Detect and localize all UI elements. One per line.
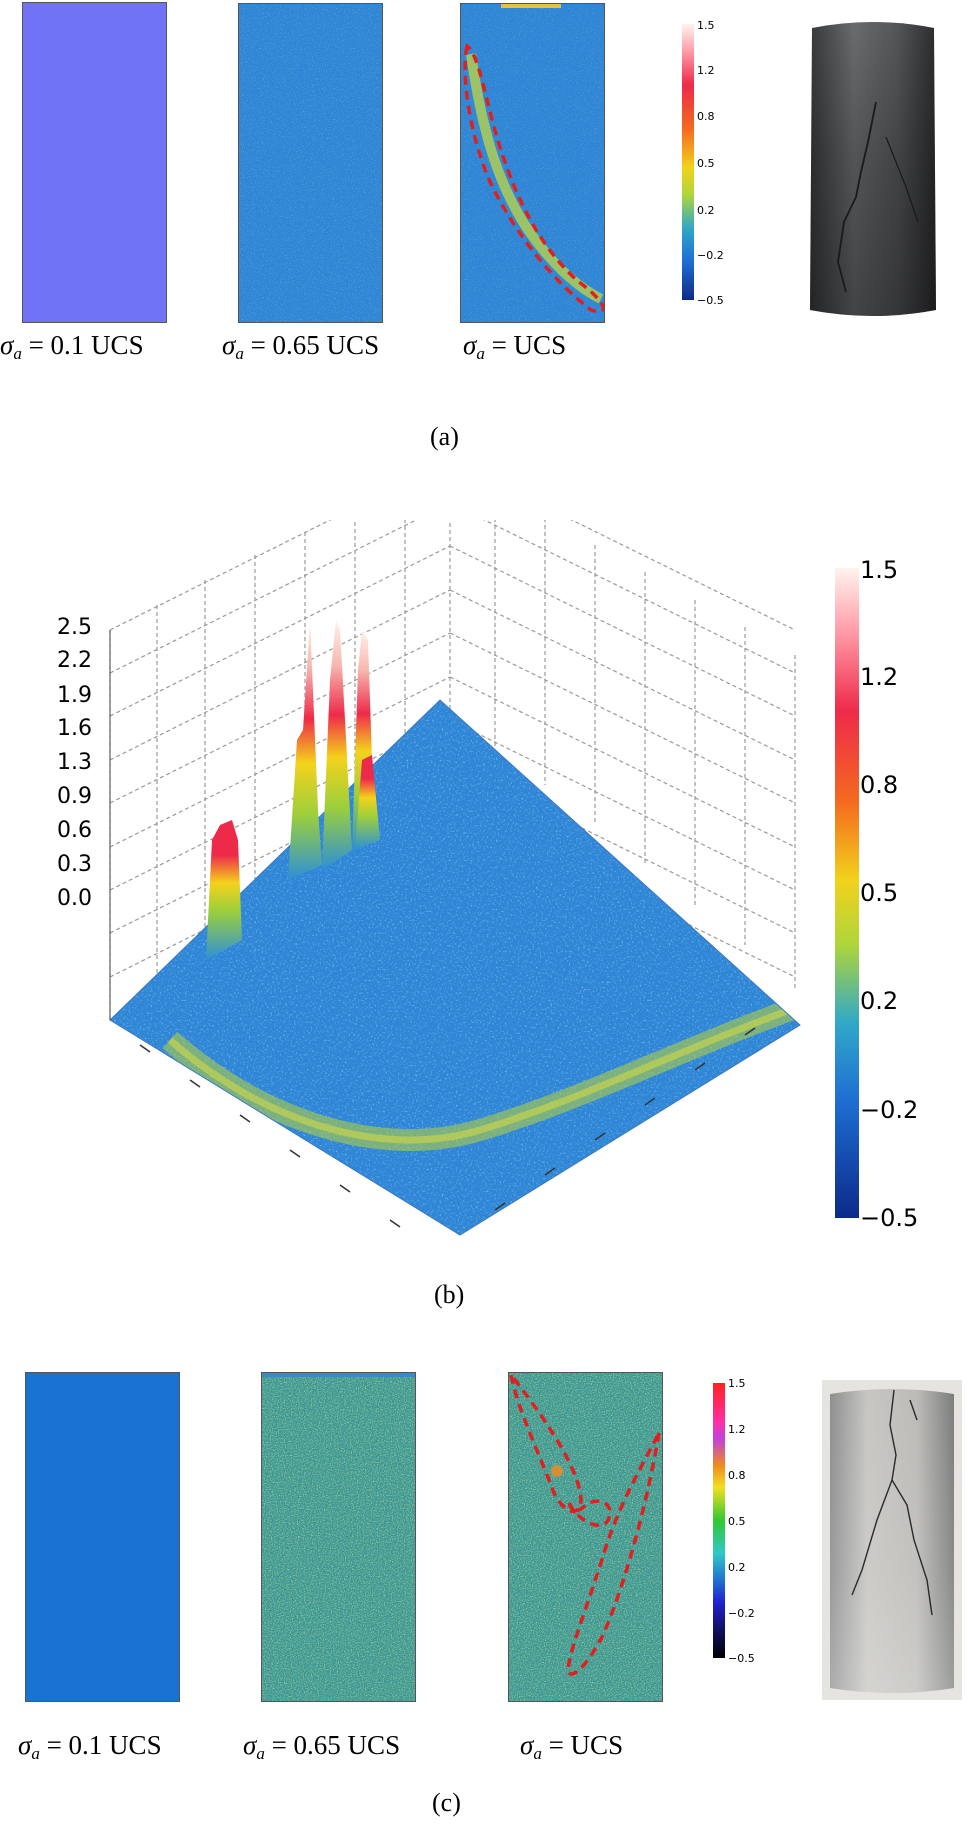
- z-tick: 1.9: [57, 683, 92, 708]
- surface-plot-3d: [109, 520, 801, 1236]
- specimen-photo-a: [806, 22, 940, 322]
- strain-map-a-ucs-field: [461, 4, 604, 322]
- colorbar-b-tick: −0.2: [860, 1096, 919, 1124]
- load-label-c-1: σa = 0.1 UCS: [18, 1730, 162, 1763]
- colorbar-a-tick: −0.5: [697, 294, 724, 307]
- strain-map-a-ucs: [460, 3, 605, 323]
- z-tick: 0.9: [57, 784, 92, 809]
- colorbar-b-tick: 0.5: [860, 879, 899, 907]
- colorbar-c-tick: 0.8: [728, 1469, 746, 1482]
- surface: [110, 700, 800, 1235]
- colorbar-c: [713, 1383, 725, 1658]
- strain-map-a-0.1ucs: [22, 2, 167, 323]
- colorbar-b-tick: 0.8: [860, 771, 899, 799]
- strain-map-c-0.65ucs-field: [262, 1373, 415, 1701]
- colorbar-c-tick: 0.5: [728, 1515, 746, 1528]
- z-tick: 0.3: [57, 852, 92, 877]
- colorbar-a-tick: 0.5: [697, 157, 715, 170]
- load-label-c-2: σa = 0.65 UCS: [243, 1730, 401, 1763]
- caption-c: (c): [432, 1788, 461, 1817]
- caption-a: (a): [430, 422, 459, 451]
- x-axis-ticks: [139, 1027, 756, 1228]
- strain-map-c-ucs: [508, 1372, 663, 1702]
- load-label-a-1: σa = 0.1 UCS: [0, 330, 144, 363]
- colorbar-c-tick: 0.2: [728, 1561, 746, 1574]
- colorbar-a-tick: 0.8: [697, 110, 715, 123]
- colorbar-b-tick: 1.5: [860, 556, 899, 584]
- colorbar-c-tick: −0.2: [728, 1607, 755, 1620]
- colorbar-b-tick: 0.2: [860, 987, 899, 1015]
- colorbar-a-tick: 0.2: [697, 204, 715, 217]
- z-tick: 0.6: [57, 818, 92, 843]
- colorbar-c-tick: 1.2: [728, 1423, 746, 1436]
- specimen-photo-c: [822, 1380, 962, 1700]
- surface-peaks: [206, 620, 380, 960]
- crack-outline-a: [463, 43, 604, 314]
- colorbar-b-tick: −0.5: [860, 1204, 919, 1232]
- colorbar-a-tick: 1.2: [697, 64, 715, 77]
- caption-b: (b): [434, 1280, 465, 1309]
- load-label-c-3: σa = UCS: [520, 1730, 624, 1763]
- z-tick: 2.2: [57, 648, 92, 673]
- strain-map-c-ucs-field: [509, 1373, 662, 1701]
- strain-map-c-0.1ucs: [25, 1372, 180, 1702]
- strain-map-c-0.65ucs: [261, 1372, 416, 1702]
- z-tick: 0.0: [57, 886, 92, 911]
- colorbar-a-tick: −0.2: [697, 249, 724, 262]
- load-label-a-3: σa = UCS: [463, 330, 567, 363]
- load-label-a-2: σa = 0.65 UCS: [222, 330, 380, 363]
- crack-outline-c: [509, 1373, 661, 1676]
- strain-map-a-0.65ucs-field: [239, 4, 382, 322]
- z-tick: 1.3: [57, 750, 92, 775]
- colorbar-b: [835, 568, 859, 1218]
- colorbar-c-tick: 1.5: [728, 1377, 746, 1390]
- strain-map-a-0.65ucs: [238, 3, 383, 323]
- colorbar-a-tick: 1.5: [697, 19, 715, 32]
- colorbar-b-tick: 1.2: [860, 663, 899, 691]
- z-tick: 1.6: [57, 716, 92, 741]
- z-tick: 2.5: [57, 615, 92, 640]
- colorbar-c-tick: −0.5: [728, 1652, 755, 1665]
- colorbar-a: [682, 24, 694, 300]
